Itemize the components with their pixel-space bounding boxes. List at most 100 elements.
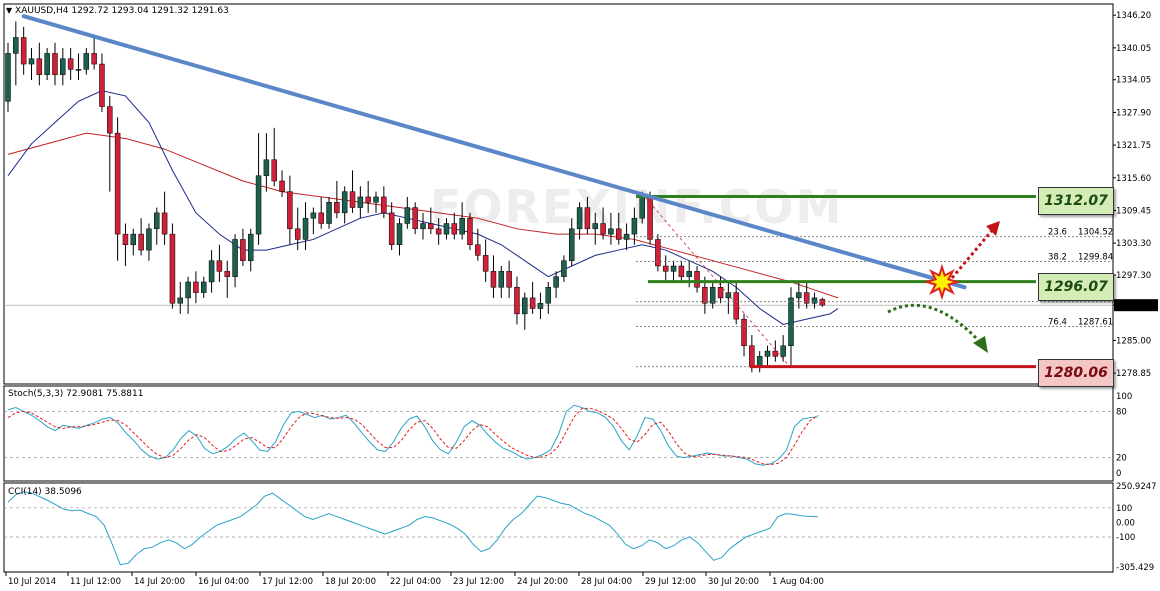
candle-body xyxy=(318,212,324,224)
time-axis-label: 23 Jul 12:00 xyxy=(453,577,504,587)
candle-body xyxy=(475,244,481,256)
candle-body xyxy=(373,196,379,203)
candle-body xyxy=(490,271,497,288)
candle-body xyxy=(201,281,207,293)
cci-title: CCI(14) 38.5096 xyxy=(8,487,82,497)
candle-body xyxy=(130,233,137,246)
candle-body xyxy=(686,271,692,277)
stoch-axis-label: 0 xyxy=(1116,469,1121,479)
cci-line xyxy=(7,491,819,566)
level-label-1312: 1312.07 xyxy=(1038,187,1114,215)
candle-body xyxy=(91,53,97,65)
slow-moving-average-line xyxy=(7,132,839,299)
candle-body xyxy=(357,196,364,208)
candle-body xyxy=(83,53,90,70)
bearish-arrow-head-icon xyxy=(973,336,988,353)
time-axis-label: 10 Jul 2014 xyxy=(8,577,56,587)
level-label-1296: 1296.07 xyxy=(1038,273,1114,301)
candle-body xyxy=(122,233,129,246)
candle-body xyxy=(811,297,818,304)
candle-body xyxy=(764,350,771,357)
price-axis-label: 1297.30 xyxy=(1116,271,1151,281)
price-axis-label: 1340.05 xyxy=(1116,44,1151,54)
price-axis-label: 1327.90 xyxy=(1116,108,1151,118)
stoch-main-line xyxy=(7,404,819,466)
current-price-box xyxy=(1114,299,1158,312)
candle-body xyxy=(741,318,747,346)
candle-body xyxy=(537,302,544,309)
candle-body xyxy=(271,159,277,182)
stoch-axis-label: 20 xyxy=(1116,454,1127,464)
candle-body xyxy=(44,53,50,75)
candle-body xyxy=(224,271,230,277)
price-axis-label: 1303.30 xyxy=(1116,239,1151,249)
candle-body xyxy=(600,223,606,235)
candle-body xyxy=(240,239,246,261)
candle-body xyxy=(553,276,559,288)
time-axis-label: 22 Jul 04:00 xyxy=(390,577,441,587)
candle-body xyxy=(99,63,105,107)
candle-body xyxy=(749,345,755,368)
candle-body xyxy=(615,228,622,240)
candle-body xyxy=(381,196,387,214)
cci-axis-label: 100 xyxy=(1116,504,1132,514)
chart-menu-icon[interactable]: ▼ xyxy=(6,6,13,15)
bearish-arrow-line xyxy=(887,303,980,342)
candle-body xyxy=(341,191,348,214)
descending-trendline xyxy=(21,14,967,290)
candle-body xyxy=(420,223,426,230)
price-axis-label: 1321.75 xyxy=(1116,141,1151,151)
price-axis-label: 1315.60 xyxy=(1116,174,1151,184)
fib-ratio-label: 38.2 xyxy=(1048,253,1067,263)
candle-body xyxy=(67,58,74,70)
stoch-axis-label: 80 xyxy=(1116,407,1127,417)
cci-axis-label: 0.00 xyxy=(1116,518,1135,528)
candle-body xyxy=(326,201,332,224)
candle-body xyxy=(161,212,168,235)
candle-body xyxy=(185,281,191,299)
candle-body xyxy=(36,58,43,75)
fib-price-label: 1287.61 xyxy=(1078,318,1113,328)
time-axis-label: 1 Aug 04:00 xyxy=(772,577,824,587)
candle-body xyxy=(569,228,575,261)
candle-body xyxy=(670,265,677,272)
candle-body xyxy=(287,191,293,230)
stoch-pane-frame xyxy=(3,385,1114,482)
time-axis-label: 16 Jul 04:00 xyxy=(198,577,249,587)
chart-title-text: XAUUSD,H4 1292.72 1293.04 1291.32 1291.6… xyxy=(15,6,229,16)
candle-body xyxy=(545,287,552,304)
candle-body xyxy=(208,260,215,283)
fib-ratio-label: 76.4 xyxy=(1048,318,1067,328)
time-axis-label: 14 Jul 20:00 xyxy=(134,577,185,587)
candle-body xyxy=(514,287,520,315)
candle-body xyxy=(631,217,638,235)
level-label-1280: 1280.06 xyxy=(1038,359,1114,387)
fib-diagonal-line xyxy=(644,196,791,368)
candle-body xyxy=(803,292,810,304)
candle-body xyxy=(310,212,317,219)
candle-body xyxy=(796,292,802,299)
candle-body xyxy=(592,223,598,230)
main-pane-frame xyxy=(3,3,1114,385)
candle-body xyxy=(662,265,669,272)
bullish-arrow-head-icon xyxy=(986,221,1000,236)
time-axis-label: 24 Jul 20:00 xyxy=(517,577,568,587)
candle-body xyxy=(639,196,645,219)
candle-body xyxy=(498,271,505,288)
candle-body xyxy=(623,233,630,240)
candle-body xyxy=(702,287,708,304)
fib-ratio-label: 23.6 xyxy=(1048,228,1067,238)
candle-body xyxy=(482,255,489,272)
candle-body xyxy=(694,271,700,288)
cci-axis-label: -305.429 xyxy=(1116,563,1154,573)
fib-price-label: 1304.52 xyxy=(1078,228,1113,238)
candle-body xyxy=(52,53,58,75)
candle-body xyxy=(28,58,35,65)
candle-body xyxy=(576,207,583,230)
candle-body xyxy=(146,228,152,251)
time-axis-label: 30 Jul 20:00 xyxy=(708,577,759,587)
candle-body xyxy=(193,281,199,293)
candle-body xyxy=(678,265,685,277)
